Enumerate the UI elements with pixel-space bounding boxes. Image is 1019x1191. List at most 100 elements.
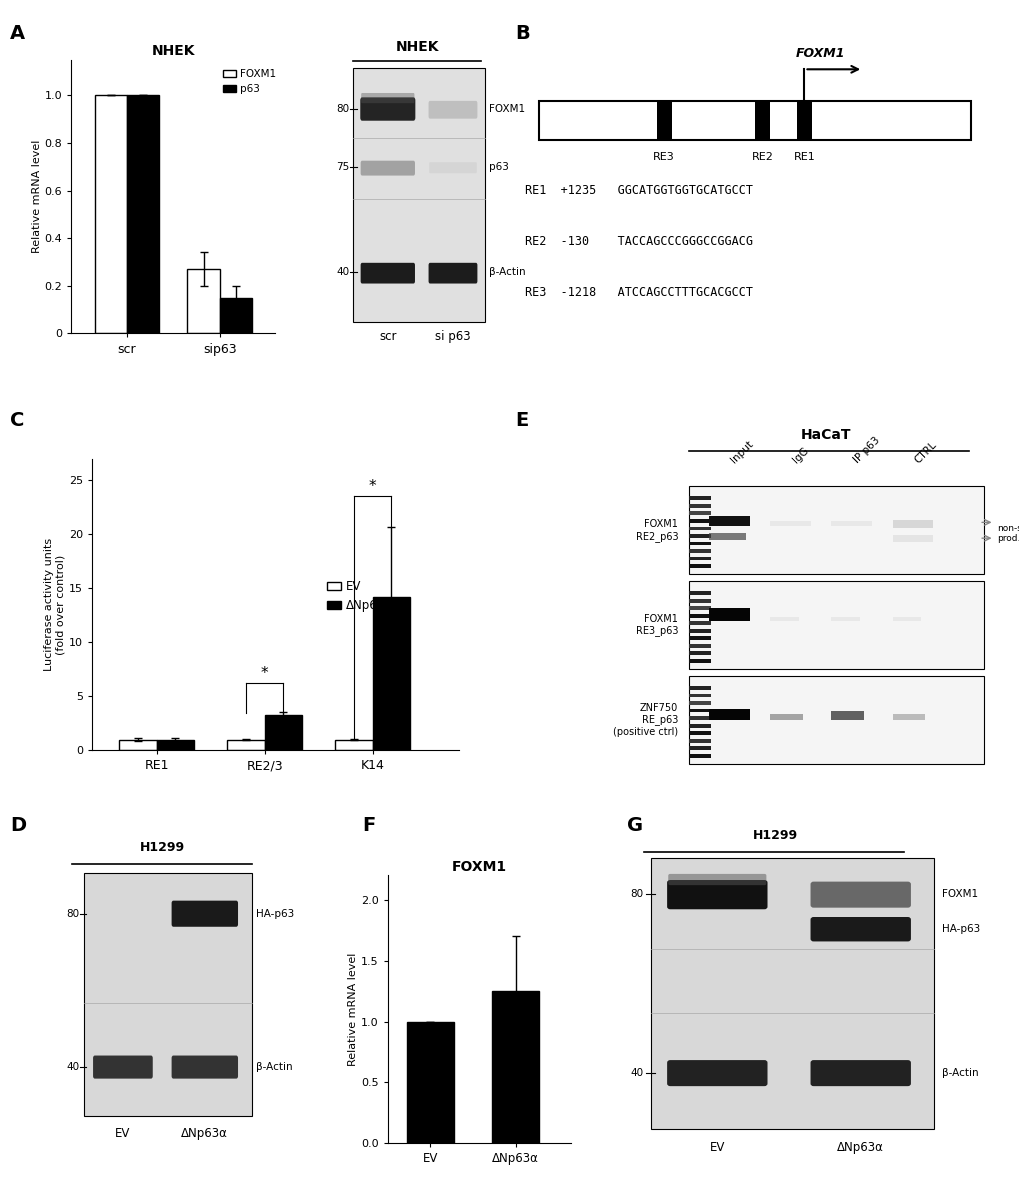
Text: CTRL: CTRL bbox=[912, 439, 937, 466]
Bar bbox=[334, 740, 372, 750]
FancyBboxPatch shape bbox=[428, 101, 477, 119]
FancyBboxPatch shape bbox=[688, 644, 711, 648]
Text: FOXM1
RE2_p63: FOXM1 RE2_p63 bbox=[635, 519, 678, 542]
FancyBboxPatch shape bbox=[688, 731, 711, 735]
Bar bbox=[118, 740, 157, 750]
FancyBboxPatch shape bbox=[688, 581, 983, 669]
Text: ZNF750
RE_p63
(positive ctrl): ZNF750 RE_p63 (positive ctrl) bbox=[612, 703, 678, 737]
FancyBboxPatch shape bbox=[688, 716, 711, 721]
Text: FOXM1
RE3_p63: FOXM1 RE3_p63 bbox=[635, 613, 678, 636]
FancyBboxPatch shape bbox=[688, 504, 711, 507]
Text: *: * bbox=[369, 479, 376, 494]
Text: HA-p63: HA-p63 bbox=[941, 924, 979, 934]
FancyBboxPatch shape bbox=[830, 520, 871, 526]
FancyBboxPatch shape bbox=[688, 613, 711, 618]
FancyBboxPatch shape bbox=[666, 1060, 766, 1086]
FancyBboxPatch shape bbox=[688, 738, 711, 742]
FancyBboxPatch shape bbox=[688, 651, 711, 655]
Bar bbox=[95, 95, 127, 333]
Text: RE3: RE3 bbox=[652, 152, 675, 162]
FancyBboxPatch shape bbox=[361, 161, 415, 175]
FancyBboxPatch shape bbox=[688, 709, 711, 712]
Text: 80: 80 bbox=[630, 888, 643, 899]
Text: Input: Input bbox=[729, 439, 755, 466]
Text: 40: 40 bbox=[336, 268, 348, 278]
Text: RE1  +1235   GGCATGGTGGTGCATGCCT: RE1 +1235 GGCATGGTGGTGCATGCCT bbox=[525, 183, 753, 197]
FancyBboxPatch shape bbox=[810, 1060, 910, 1086]
Text: H1299: H1299 bbox=[140, 842, 184, 854]
Bar bbox=[407, 1022, 453, 1143]
FancyBboxPatch shape bbox=[361, 93, 414, 104]
FancyBboxPatch shape bbox=[428, 263, 477, 283]
FancyBboxPatch shape bbox=[688, 754, 711, 757]
FancyBboxPatch shape bbox=[688, 486, 983, 574]
FancyBboxPatch shape bbox=[688, 659, 711, 662]
FancyBboxPatch shape bbox=[754, 101, 769, 141]
FancyBboxPatch shape bbox=[688, 565, 711, 568]
FancyBboxPatch shape bbox=[353, 68, 485, 322]
FancyBboxPatch shape bbox=[797, 101, 812, 141]
Bar bbox=[226, 740, 264, 750]
Bar bbox=[157, 740, 195, 750]
FancyBboxPatch shape bbox=[688, 629, 711, 632]
Text: C: C bbox=[10, 411, 24, 430]
FancyBboxPatch shape bbox=[429, 162, 477, 173]
FancyBboxPatch shape bbox=[892, 617, 920, 621]
Text: 80: 80 bbox=[336, 104, 348, 114]
FancyBboxPatch shape bbox=[688, 497, 711, 500]
Text: HaCaT: HaCaT bbox=[800, 429, 851, 442]
FancyBboxPatch shape bbox=[892, 536, 932, 542]
FancyBboxPatch shape bbox=[688, 636, 711, 641]
FancyBboxPatch shape bbox=[361, 263, 415, 283]
FancyBboxPatch shape bbox=[656, 101, 672, 141]
Text: ΔNp63α: ΔNp63α bbox=[837, 1141, 883, 1154]
FancyBboxPatch shape bbox=[688, 693, 711, 698]
FancyBboxPatch shape bbox=[688, 724, 711, 728]
Text: β-Actin: β-Actin bbox=[941, 1068, 977, 1078]
FancyBboxPatch shape bbox=[688, 701, 711, 705]
FancyBboxPatch shape bbox=[688, 556, 711, 560]
Text: scr: scr bbox=[379, 330, 396, 343]
Text: 75: 75 bbox=[335, 162, 348, 173]
FancyBboxPatch shape bbox=[688, 591, 711, 596]
FancyBboxPatch shape bbox=[93, 1055, 153, 1079]
FancyBboxPatch shape bbox=[810, 917, 910, 941]
FancyBboxPatch shape bbox=[171, 1055, 237, 1079]
FancyBboxPatch shape bbox=[171, 900, 237, 927]
Text: FOXM1: FOXM1 bbox=[941, 888, 977, 899]
FancyBboxPatch shape bbox=[708, 709, 749, 721]
FancyBboxPatch shape bbox=[830, 617, 859, 621]
FancyBboxPatch shape bbox=[769, 713, 802, 721]
FancyBboxPatch shape bbox=[688, 526, 711, 530]
FancyBboxPatch shape bbox=[360, 98, 415, 120]
Text: FOXM1: FOXM1 bbox=[488, 104, 525, 114]
Y-axis label: Relative mRNA level: Relative mRNA level bbox=[347, 953, 358, 1066]
Text: RE2: RE2 bbox=[751, 152, 772, 162]
Legend: EV, ΔNp63: EV, ΔNp63 bbox=[322, 575, 389, 617]
Text: ΔNp63α: ΔNp63α bbox=[181, 1128, 228, 1141]
Text: H1299: H1299 bbox=[752, 829, 798, 842]
FancyBboxPatch shape bbox=[892, 713, 924, 721]
Title: FOXM1: FOXM1 bbox=[451, 860, 506, 874]
FancyBboxPatch shape bbox=[688, 519, 711, 523]
FancyBboxPatch shape bbox=[539, 101, 970, 141]
Y-axis label: Relative mRNA level: Relative mRNA level bbox=[32, 139, 42, 254]
Text: 40: 40 bbox=[66, 1062, 79, 1072]
Text: β-Actin: β-Actin bbox=[256, 1062, 292, 1072]
FancyBboxPatch shape bbox=[892, 520, 932, 528]
Legend: FOXM1, p63: FOXM1, p63 bbox=[219, 64, 280, 99]
FancyBboxPatch shape bbox=[708, 516, 749, 526]
Text: 80: 80 bbox=[66, 909, 79, 918]
Title: NHEK: NHEK bbox=[152, 44, 195, 58]
Text: si p63: si p63 bbox=[435, 330, 471, 343]
FancyBboxPatch shape bbox=[810, 881, 910, 908]
Text: EV: EV bbox=[115, 1128, 130, 1141]
Text: β-Actin: β-Actin bbox=[488, 268, 525, 278]
FancyBboxPatch shape bbox=[688, 622, 711, 625]
Text: D: D bbox=[10, 816, 26, 835]
Text: E: E bbox=[515, 411, 528, 430]
Text: EV: EV bbox=[709, 1141, 725, 1154]
FancyBboxPatch shape bbox=[688, 686, 711, 690]
FancyBboxPatch shape bbox=[688, 676, 983, 763]
Bar bbox=[264, 715, 302, 750]
